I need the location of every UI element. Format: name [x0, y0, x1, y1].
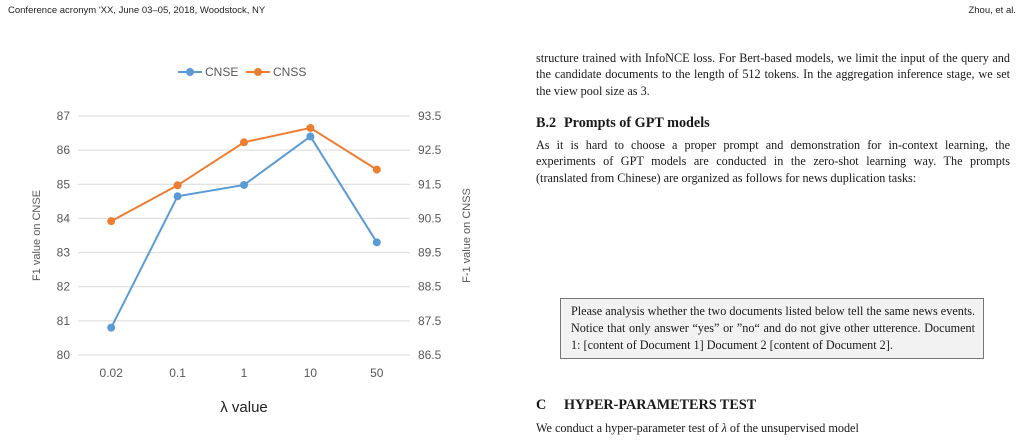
- data-point-cnse: [173, 192, 182, 201]
- section-b2-title: Prompts of GPT models: [564, 115, 710, 131]
- y-tick-label-right: 89.5: [418, 246, 442, 260]
- x-tick-label: 0.1: [169, 366, 186, 380]
- running-header-left: Conference acronym 'XX, June 03–05, 2018…: [8, 5, 266, 16]
- section-c-heading: C HYPER-PARAMETERS TEST: [536, 397, 756, 414]
- section-c-number: C: [536, 397, 547, 413]
- section-c-title: HYPER-PARAMETERS TEST: [564, 397, 757, 413]
- section-c-text-a: We conduct a hyper-parameter test of: [536, 421, 722, 435]
- y-tick-label-left: 83: [57, 246, 71, 260]
- y-tick-label-left: 86: [57, 143, 71, 157]
- section-c-paragraph: We conduct a hyper-parameter test of λ o…: [536, 420, 1010, 436]
- y-tick-label-right: 88.5: [418, 280, 442, 294]
- section-b2-number: B.2: [536, 115, 557, 131]
- legend-label-cnss: CNSS: [273, 65, 306, 79]
- y-tick-label-right: 86.5: [418, 348, 442, 362]
- x-tick-label: 50: [370, 366, 384, 380]
- data-point-cnse: [372, 238, 381, 247]
- data-point-cnse: [306, 132, 315, 141]
- legend-marker-cnss: [254, 68, 262, 76]
- legend-marker-cnse: [186, 68, 194, 76]
- x-tick-label: 10: [304, 366, 318, 380]
- x-tick-label: 0.02: [100, 366, 124, 380]
- y-tick-label-left: 85: [57, 177, 71, 191]
- intro-paragraph: structure trained with InfoNCE loss. For…: [536, 50, 1010, 99]
- section-b2-text: As it is hard to choose a proper prompt …: [536, 138, 1010, 185]
- y-tick-label-left: 81: [57, 314, 71, 328]
- y-tick-label-left: 84: [57, 211, 71, 225]
- y-tick-label-left: 87: [57, 109, 71, 123]
- series-line-cnse: [110, 135, 378, 329]
- legend-label-cnse: CNSE: [205, 65, 238, 79]
- chart-svg: 80 86.5 81 87.5 82 88.5 83 89.5 84 90.5 85 91.5 86 92…: [31, 65, 473, 416]
- hyperparameter-chart: 80 86.5 81 87.5 82 88.5 83 89.5 84 90.5 85 91.5 86 92…: [31, 65, 473, 416]
- y-tick-label-right: 92.5: [418, 143, 442, 157]
- y-axis-title-right: F-1 value on CNSS: [461, 188, 473, 283]
- y-tick-label-left: 82: [57, 280, 71, 294]
- section-c-text-b: of the unsupervised model: [726, 421, 859, 435]
- x-axis-title: λ value: [220, 399, 268, 416]
- data-point-cnss: [173, 181, 182, 190]
- y-tick-label-right: 90.5: [418, 211, 442, 225]
- section-b2-heading: B.2 Prompts of GPT models: [536, 115, 710, 132]
- prompt-box: Please analysis whether the two document…: [560, 298, 984, 359]
- data-point-cnse: [107, 323, 116, 332]
- y-axis-title-left: F1 value on CNSE: [31, 190, 43, 281]
- prompt-text: Please analysis whether the two document…: [571, 304, 975, 352]
- y-tick-label-right: 93.5: [418, 109, 442, 123]
- y-tick-label-left: 80: [57, 348, 71, 362]
- data-point-cnss: [372, 165, 381, 174]
- data-point-cnss: [107, 217, 116, 226]
- y-tick-label-right: 91.5: [418, 177, 442, 191]
- x-tick-label: 1: [241, 366, 248, 380]
- section-b2-paragraph: As it is hard to choose a proper prompt …: [536, 137, 1010, 186]
- intro-text: structure trained with InfoNCE loss. For…: [536, 51, 1010, 98]
- data-point-cnss: [240, 138, 248, 147]
- data-point-cnss: [306, 123, 315, 132]
- y-tick-label-right: 87.5: [418, 314, 442, 328]
- running-header-right: Zhou, et al.: [968, 5, 1016, 16]
- data-point-cnse: [240, 180, 248, 189]
- lambda-symbol: λ: [721, 421, 727, 435]
